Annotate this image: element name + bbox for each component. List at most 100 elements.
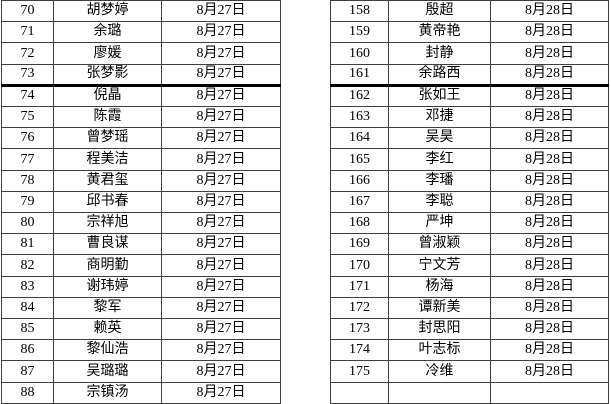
row-number-cell: 167	[330, 190, 389, 214]
name-cell: 商明勤	[53, 254, 162, 277]
name-cell: 谢玮婷	[53, 275, 162, 298]
name-cell: 杨海	[388, 275, 491, 298]
table-row: 158 殷超 8月28日	[330, 0, 609, 23]
name-cell: 廖媛	[53, 42, 162, 65]
row-number-cell: 161	[330, 63, 389, 87]
date-cell: 8月27日	[161, 381, 281, 404]
row-number-cell: 81	[1, 233, 54, 256]
name-cell: 邱书春	[53, 190, 162, 214]
attendance-table-right: 158 殷超 8月28日 159 黄帝艳 8月28日 160 封静 8月28日 161 余路西 8月2…	[330, 0, 609, 404]
table-row: 160 封静 8月28日	[330, 42, 609, 65]
date-cell: 8月27日	[161, 296, 281, 320]
date-cell	[490, 381, 609, 404]
row-number-cell: 78	[1, 169, 54, 192]
name-cell: 黄君玺	[53, 169, 162, 192]
table-row: 72 廖媛 8月27日	[1, 42, 281, 65]
table-row: 77 程美洁 8月27日	[1, 148, 281, 171]
row-number-cell: 70	[1, 0, 54, 23]
table-row: 78 黄君玺 8月27日	[1, 169, 281, 192]
name-cell: 张如王	[388, 84, 491, 108]
row-number-cell: 86	[1, 339, 54, 362]
table-row: 82 商明勤 8月27日	[1, 254, 281, 277]
date-cell: 8月28日	[490, 127, 609, 150]
name-cell: 封思阳	[388, 318, 491, 341]
name-cell: 邓捷	[388, 106, 491, 129]
date-cell: 8月27日	[161, 339, 281, 362]
date-cell: 8月28日	[490, 0, 609, 23]
row-number-cell: 88	[1, 381, 54, 404]
name-cell: 余璐	[53, 21, 162, 44]
name-cell: 李红	[388, 148, 491, 171]
table-row: 162 张如王 8月28日	[330, 84, 609, 108]
name-cell: 吴璐璐	[53, 360, 162, 383]
name-cell: 曹良谋	[53, 233, 162, 256]
table-row: 166 李璠 8月28日	[330, 169, 609, 192]
table-row: 70 胡梦婷 8月27日	[1, 0, 281, 23]
date-cell: 8月27日	[161, 318, 281, 341]
name-cell: 陈霞	[53, 106, 162, 129]
name-cell: 严坤	[388, 212, 491, 235]
date-cell: 8月28日	[490, 190, 609, 214]
table-row: 74 倪晶 8月27日	[1, 84, 281, 108]
row-number-cell: 73	[1, 63, 54, 87]
row-number-cell: 71	[1, 21, 54, 44]
table-row: 170 宁文芳 8月28日	[330, 254, 609, 277]
table-row: 168 严坤 8月28日	[330, 212, 609, 235]
date-cell: 8月28日	[490, 233, 609, 256]
row-number-cell: 173	[330, 318, 389, 341]
date-cell: 8月27日	[161, 254, 281, 277]
table-row: 171 杨海 8月28日	[330, 275, 609, 298]
name-cell	[388, 381, 491, 404]
table-row: 86 黎仙浩 8月27日	[1, 339, 281, 362]
name-cell: 宗镇汤	[53, 381, 162, 404]
table-row: 169 曾淑颖 8月28日	[330, 233, 609, 256]
name-cell: 余路西	[388, 63, 491, 87]
name-cell: 曾梦瑶	[53, 127, 162, 150]
table-row: 173 封思阳 8月28日	[330, 318, 609, 341]
table-row: 85 赖英 8月27日	[1, 318, 281, 341]
date-cell: 8月27日	[161, 169, 281, 192]
date-cell: 8月28日	[490, 42, 609, 65]
date-cell: 8月28日	[490, 148, 609, 171]
date-cell: 8月28日	[490, 63, 609, 87]
date-cell: 8月28日	[490, 275, 609, 298]
name-cell: 黄帝艳	[388, 21, 491, 44]
date-cell: 8月27日	[161, 148, 281, 171]
date-cell: 8月28日	[490, 169, 609, 192]
row-number-cell: 169	[330, 233, 389, 256]
row-number-cell: 80	[1, 212, 54, 235]
date-cell: 8月28日	[490, 254, 609, 277]
row-number-cell	[330, 381, 389, 404]
date-cell: 8月27日	[161, 190, 281, 214]
name-cell: 李璠	[388, 169, 491, 192]
date-cell: 8月27日	[161, 106, 281, 129]
row-number-cell: 170	[330, 254, 389, 277]
date-cell: 8月27日	[161, 212, 281, 235]
row-number-cell: 162	[330, 84, 389, 108]
row-number-cell: 75	[1, 106, 54, 129]
table-row: 75 陈霞 8月27日	[1, 106, 281, 129]
name-cell: 曾淑颖	[388, 233, 491, 256]
date-cell: 8月28日	[490, 296, 609, 320]
row-number-cell: 77	[1, 148, 54, 171]
row-number-cell: 85	[1, 318, 54, 341]
name-cell: 张梦影	[53, 63, 162, 87]
table-row: 175 冷维 8月28日	[330, 360, 609, 383]
date-cell: 8月27日	[161, 42, 281, 65]
date-cell: 8月27日	[161, 84, 281, 108]
row-number-cell: 166	[330, 169, 389, 192]
name-cell: 程美洁	[53, 148, 162, 171]
table-row: 174 叶志标 8月28日	[330, 339, 609, 362]
date-cell: 8月27日	[161, 0, 281, 23]
row-number-cell: 82	[1, 254, 54, 277]
date-cell: 8月28日	[490, 318, 609, 341]
row-number-cell: 174	[330, 339, 389, 362]
name-cell: 胡梦婷	[53, 0, 162, 23]
name-cell: 宁文芳	[388, 254, 491, 277]
row-number-cell: 79	[1, 190, 54, 214]
table-row: 83 谢玮婷 8月27日	[1, 275, 281, 298]
table-row: 88 宗镇汤 8月27日	[1, 381, 281, 404]
table-row: 80 宗祥旭 8月27日	[1, 212, 281, 235]
date-cell: 8月28日	[490, 21, 609, 44]
